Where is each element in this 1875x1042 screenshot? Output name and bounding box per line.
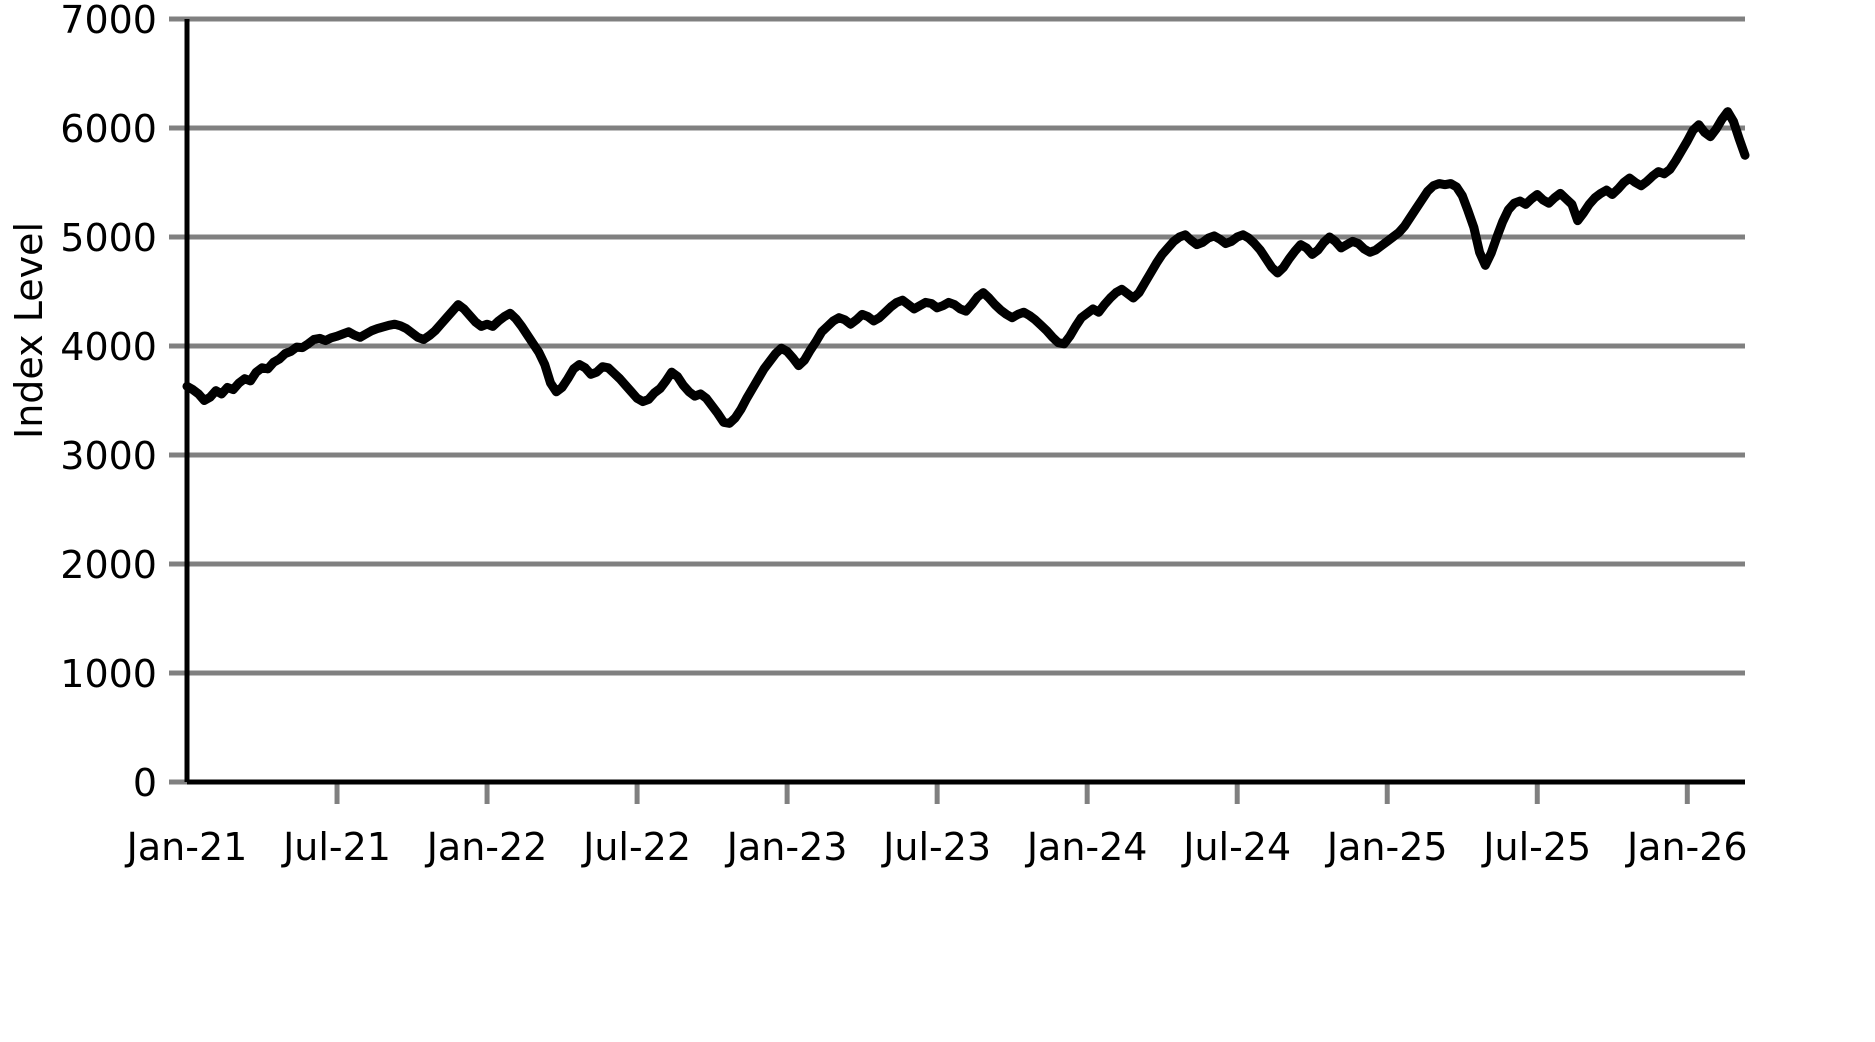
y-tick-label: 5000 — [60, 216, 157, 260]
y-tick-label: 7000 — [60, 0, 157, 42]
y-tick-label: 1000 — [60, 652, 157, 696]
x-tick-label: Jan-25 — [1325, 825, 1448, 869]
y-tick-label: 4000 — [60, 325, 157, 369]
y-tick-label-group: 0 1000 2000 3000 4000 5000 6000 7000 — [60, 0, 157, 805]
x-tick-mark-group — [334, 782, 1690, 804]
x-tick-label: Jan-21 — [125, 825, 248, 869]
x-tick-label-group: Jan-21 Jul-21 Jan-22 Jul-22 Jan-23 Jul-23 Jan-… — [125, 825, 1748, 869]
y-tick-label: 0 — [133, 761, 157, 805]
y-axis-title: Index Level — [7, 222, 51, 439]
x-tick-label: Jul-23 — [881, 825, 991, 869]
y-tick-label: 2000 — [60, 543, 157, 587]
index-level-line — [182, 107, 1750, 428]
x-tick-label: Jul-25 — [1481, 825, 1591, 869]
x-tick-label: Jan-24 — [1025, 825, 1148, 869]
y-tick-mark-group — [169, 16, 187, 785]
x-tick-label: Jan-26 — [1625, 825, 1748, 869]
x-tick-label: Jul-21 — [281, 825, 391, 869]
x-tick-label: Jan-22 — [425, 825, 548, 869]
x-tick-label: Jul-24 — [1181, 825, 1291, 869]
x-tick-label: Jul-22 — [581, 825, 691, 869]
y-tick-label: 6000 — [60, 107, 157, 151]
y-tick-label: 3000 — [60, 434, 157, 478]
gridline-group — [187, 16, 1745, 785]
x-tick-label: Jan-23 — [725, 825, 848, 869]
